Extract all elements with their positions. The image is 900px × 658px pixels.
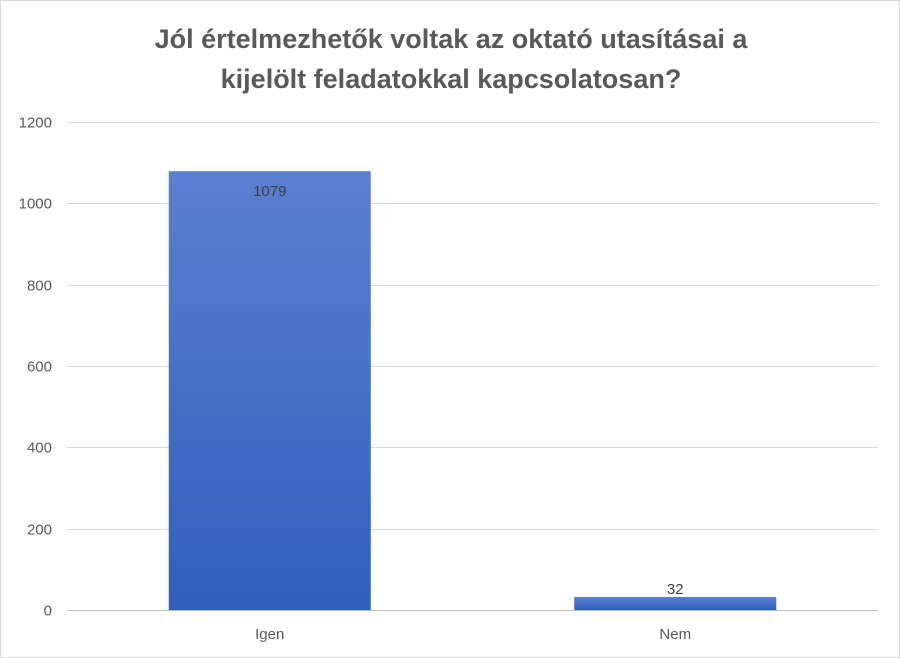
y-tick-label: 1000 — [19, 196, 52, 213]
y-tick-label: 1200 — [19, 115, 52, 132]
data-labels: 1079 32 — [253, 183, 684, 598]
chart-title-line-1: Jól értelmezhetők voltak az oktató utasí… — [154, 24, 748, 54]
y-axis-tick-labels: 0 200 400 600 800 1000 1200 — [19, 115, 52, 620]
x-axis-tick-labels: Igen Nem — [255, 626, 691, 643]
y-tick-label: 600 — [27, 359, 52, 376]
chart-title-line-2: kijelölt feladatokkal kapcsolatosan? — [220, 64, 682, 94]
x-tick-label: Nem — [659, 626, 691, 643]
x-tick-label: Igen — [255, 626, 284, 643]
y-tick-label: 800 — [27, 278, 52, 295]
y-tick-label: 400 — [27, 440, 52, 457]
bar-igen — [168, 171, 371, 610]
bar-nem — [574, 596, 777, 610]
data-label: 1079 — [253, 183, 286, 200]
y-tick-label: 200 — [27, 522, 52, 539]
chart-title: Jól értelmezhetők voltak az oktató utasí… — [91, 19, 811, 99]
data-label: 32 — [667, 581, 684, 598]
y-tick-label: 0 — [44, 603, 52, 620]
bars — [168, 171, 777, 610]
